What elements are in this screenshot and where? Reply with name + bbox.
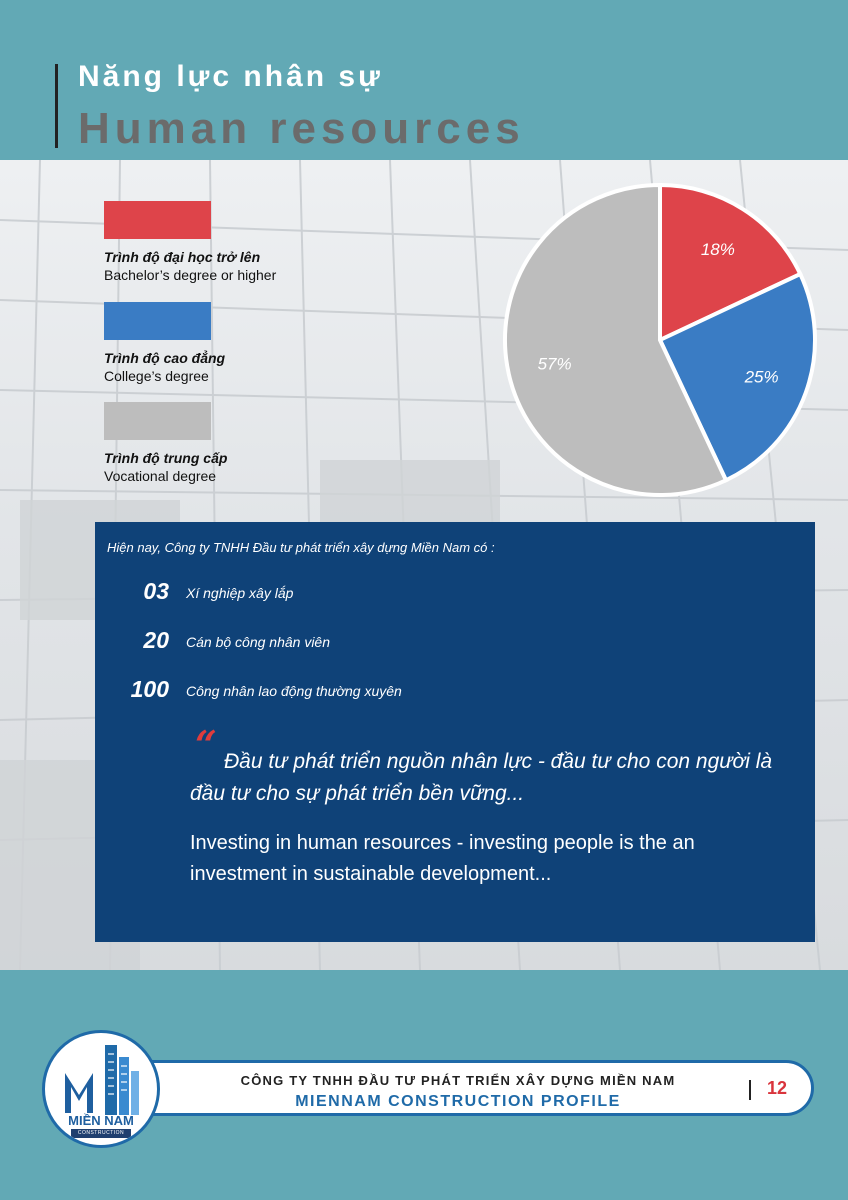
- company-logo: MIỀN NAM CONSTRUCTION: [42, 1030, 160, 1148]
- legend-swatch-bachelor: [104, 201, 211, 239]
- quote-en: Investing in human resources - investing…: [190, 832, 695, 885]
- pie-slice-label: 25%: [744, 368, 779, 387]
- quote-mark-icon: “: [195, 722, 217, 767]
- logo-subtitle: CONSTRUCTION: [71, 1129, 131, 1138]
- page-title-vi: Năng lực nhân sự: [78, 60, 383, 93]
- stat-label: Cán bộ công nhân viên: [186, 634, 330, 650]
- stat-label: Xí nghiệp xây lắp: [186, 585, 294, 601]
- legend-label-college-vi: Trình độ cao đẳng: [104, 350, 226, 366]
- legend-swatch-vocational: [104, 402, 211, 440]
- pie-slice-label: 18%: [701, 240, 735, 259]
- stat-label: Công nhân lao động thường xuyên: [186, 683, 402, 699]
- stat-number: 100: [130, 676, 169, 702]
- page-separator: [749, 1080, 751, 1100]
- stat-number: 03: [143, 578, 169, 604]
- pie-slice: [503, 182, 729, 497]
- legend-label-vocational-vi: Trình độ trung cấp: [104, 450, 228, 466]
- footer-bar: CÔNG TY TNHH ĐẦU TƯ PHÁT TRIỂN XÂY DỰNG …: [110, 1060, 814, 1116]
- pie-slice: [658, 182, 803, 344]
- company-name: CÔNG TY TNHH ĐẦU TƯ PHÁT TRIỂN XÂY DỰNG …: [240, 1073, 676, 1088]
- stat-number: 20: [143, 627, 169, 653]
- title-bar: [55, 64, 58, 148]
- pie-slice-label: 57%: [538, 355, 572, 374]
- legend-label-bachelor-en: Bachelor’s degree or higher: [104, 267, 277, 283]
- building-logo-icon: [65, 1045, 139, 1115]
- legend-label-college-en: College’s degree: [104, 368, 209, 384]
- legend-swatch-college: [104, 302, 211, 340]
- info-box: Hiện nay, Công ty TNHH Đầu tư phát triển…: [95, 522, 815, 942]
- page-title-en: Human resources: [78, 104, 525, 153]
- pie-slice: [657, 271, 817, 483]
- intro-text: Hiện nay, Công ty TNHH Đầu tư phát triển…: [107, 540, 495, 555]
- page-number: 12: [767, 1078, 788, 1098]
- legend-label-vocational-en: Vocational degree: [104, 468, 217, 484]
- legend-label-bachelor-vi: Trình độ đại học trở lên: [104, 249, 261, 265]
- profile-title: MIENNAM CONSTRUCTION PROFILE: [295, 1093, 621, 1110]
- pie-chart: 18% 25% 57%: [503, 182, 817, 497]
- quote-vi: Đầu tư phát triển nguồn nhân lực - đầu t…: [190, 750, 773, 805]
- logo-name: MIỀN NAM: [68, 1113, 134, 1128]
